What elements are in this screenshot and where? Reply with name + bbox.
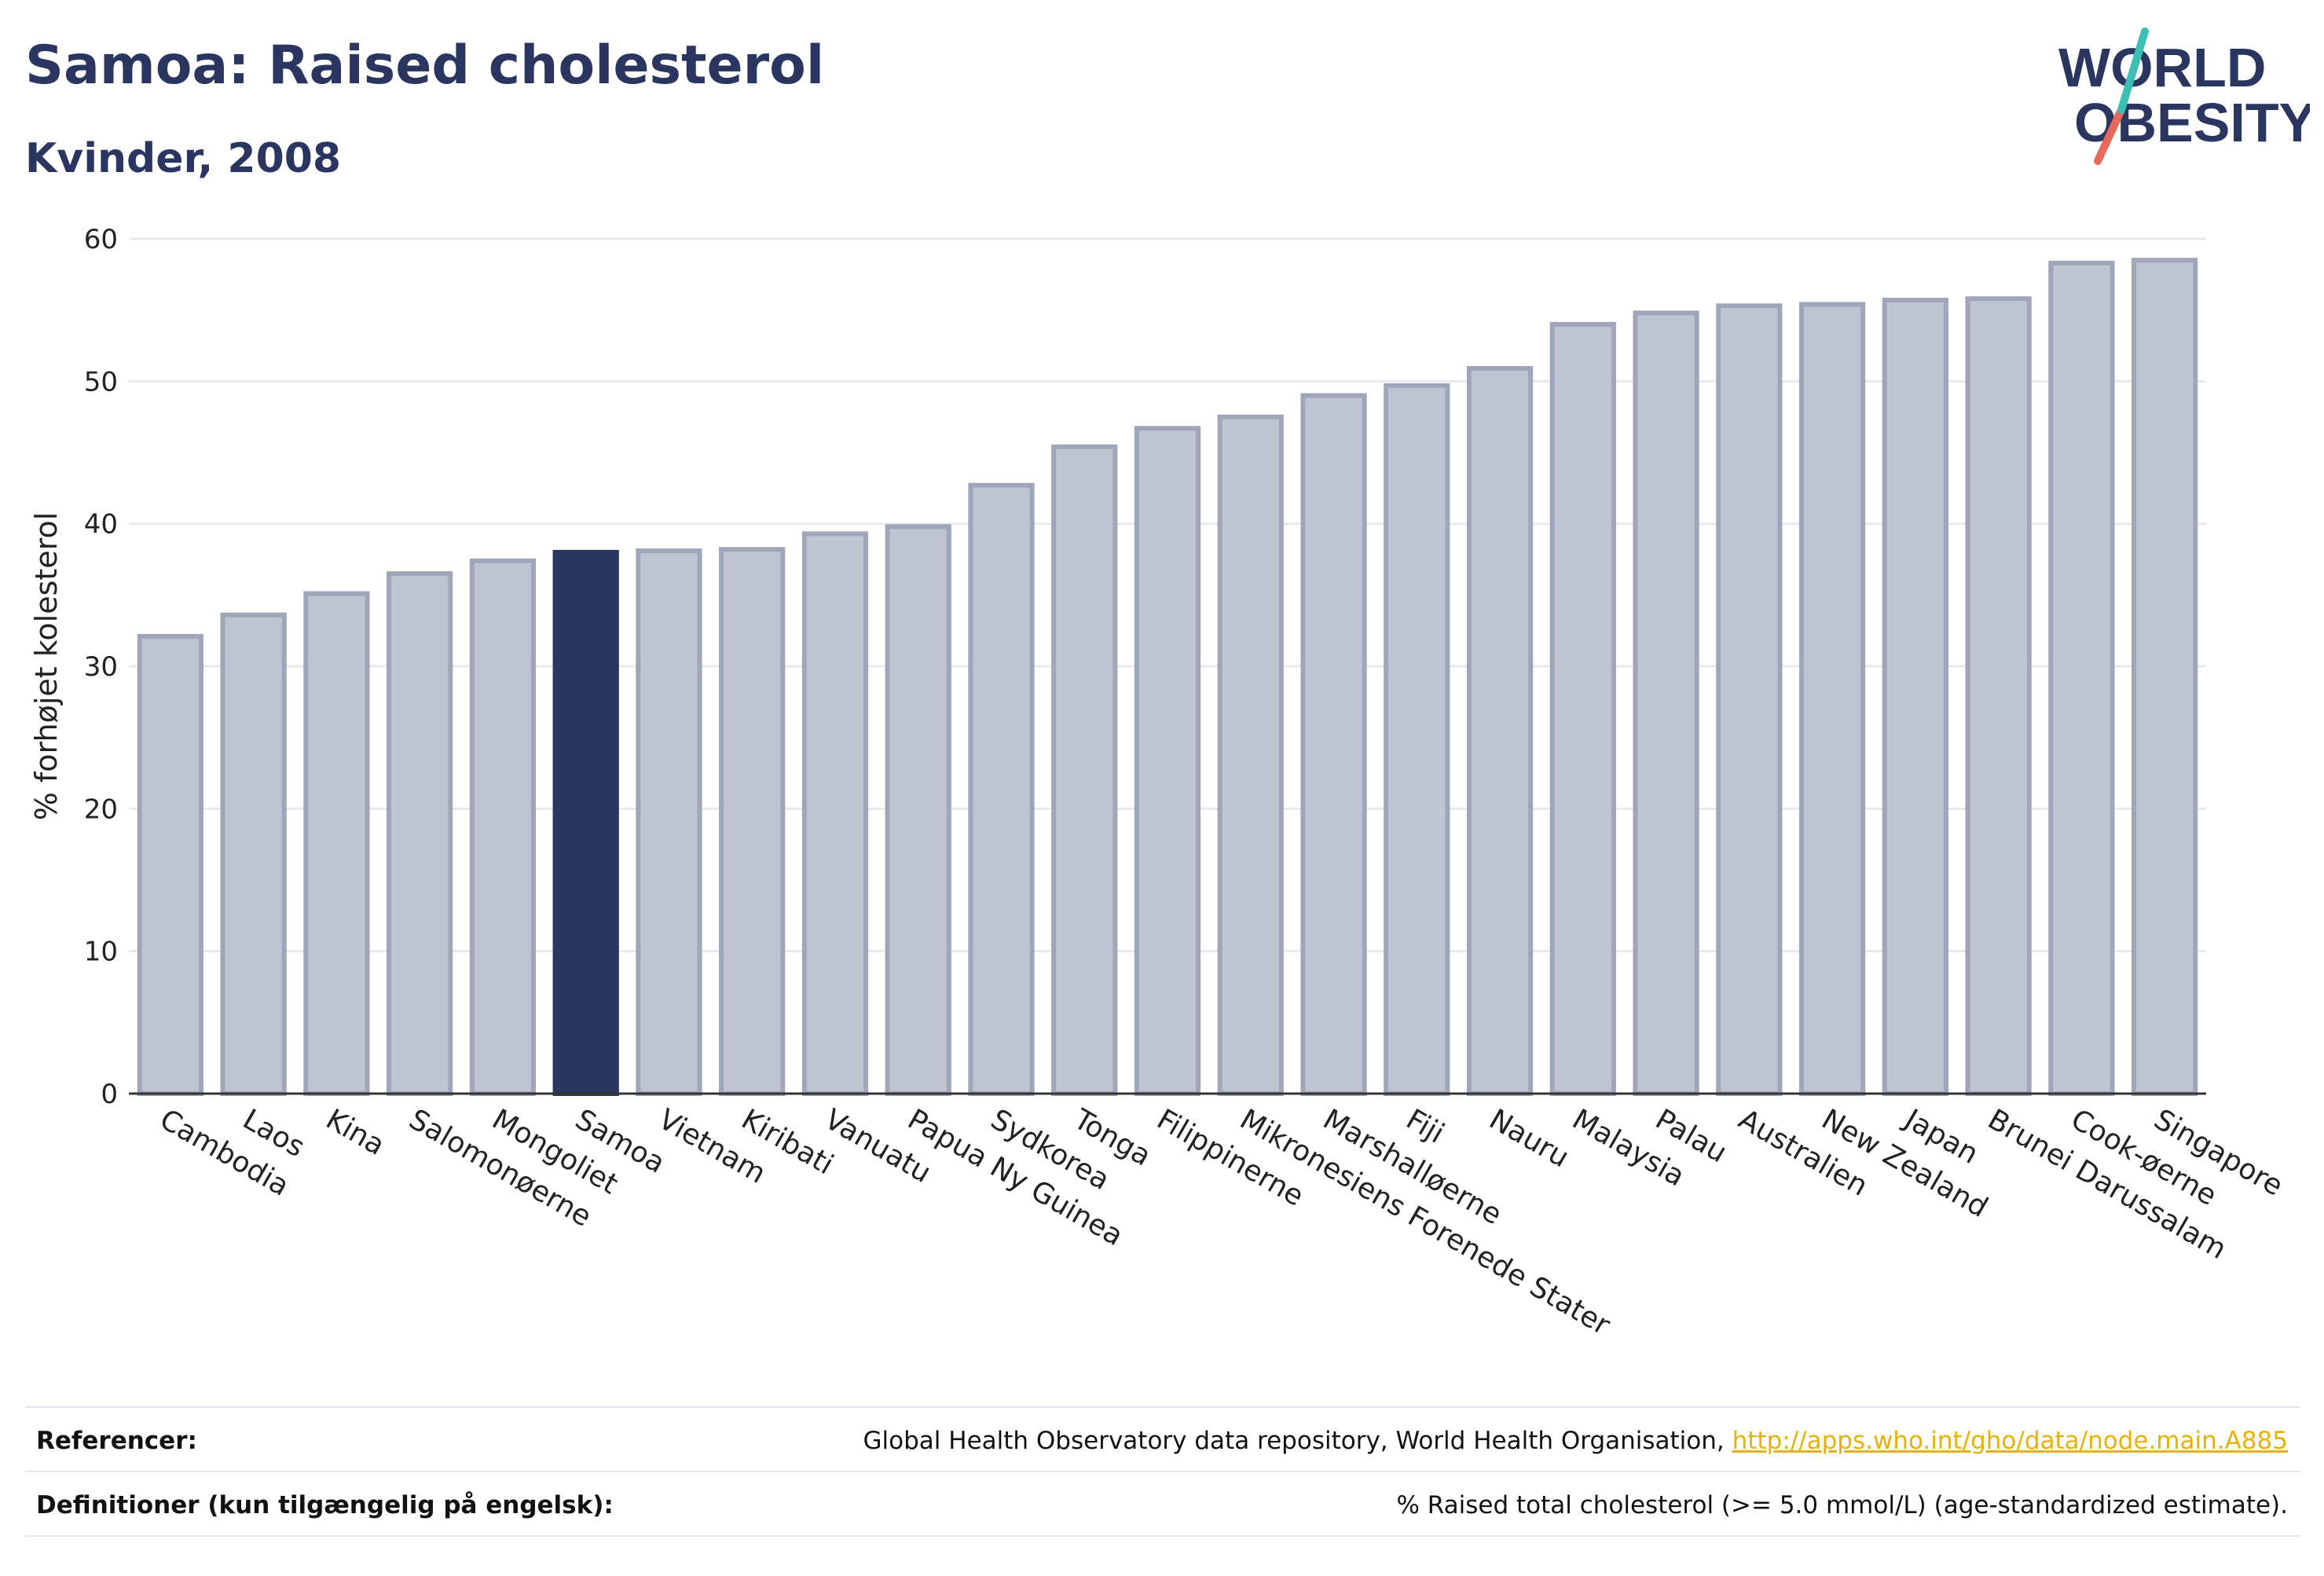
- references-label: Referencer:: [36, 1427, 197, 1455]
- bar: [1217, 414, 1284, 1096]
- y-tick-label: 20: [84, 793, 118, 825]
- bar: [303, 591, 370, 1096]
- bar: [552, 549, 619, 1096]
- bar: [1134, 426, 1201, 1096]
- chart-title: Samoa: Raised cholesterol: [25, 35, 825, 97]
- bar: [220, 612, 287, 1096]
- x-tick-label: Kina: [321, 1103, 390, 1162]
- y-tick-label: 60: [84, 224, 118, 255]
- footer-divider: [25, 1535, 2300, 1537]
- bar: [1965, 296, 2032, 1097]
- y-tick-label: 0: [101, 1079, 118, 1110]
- references-value: Global Health Observatory data repositor…: [863, 1427, 2288, 1455]
- definitions-label: Definitioner (kun tilgængelig på engelsk…: [36, 1491, 614, 1519]
- bar: [1549, 321, 1616, 1096]
- y-tick-label: 10: [84, 936, 118, 968]
- bar: [1384, 383, 1450, 1097]
- bar: [137, 633, 204, 1096]
- bar: [1466, 366, 1534, 1097]
- bar: [1716, 303, 1783, 1096]
- bar: [469, 558, 537, 1096]
- chart-subtitle: Kvinder, 2008: [25, 135, 342, 182]
- footer-divider: [25, 1406, 2300, 1408]
- bar: [387, 571, 453, 1096]
- world-obesity-logo: WORLD OBESITY: [2058, 27, 2310, 165]
- bar: [2131, 258, 2198, 1097]
- x-tick-label: Fiji: [1401, 1103, 1450, 1150]
- bar: [1300, 393, 1367, 1096]
- svg-text:WORLD: WORLD: [2058, 37, 2266, 98]
- bar: [1798, 302, 1866, 1096]
- bar: [885, 524, 951, 1096]
- x-tick-label: Nauru: [1484, 1103, 1574, 1174]
- footer-divider: [25, 1471, 2300, 1472]
- bar: [719, 547, 786, 1096]
- bar: [801, 531, 869, 1096]
- references-link[interactable]: http://apps.who.int/gho/data/node.main.A…: [1732, 1427, 2288, 1455]
- y-tick-label: 30: [84, 651, 118, 683]
- definitions-value: % Raised total cholesterol (>= 5.0 mmol/…: [1396, 1491, 2288, 1519]
- bar: [968, 482, 1035, 1096]
- bar: [1633, 310, 1699, 1096]
- y-axis-label: % forhøjet kolesterol: [29, 512, 64, 821]
- references-text: Global Health Observatory data repositor…: [863, 1427, 1732, 1455]
- bar: [1051, 444, 1118, 1096]
- y-tick-label: 50: [84, 366, 118, 398]
- bar: [636, 548, 702, 1096]
- y-tick-label: 40: [84, 509, 118, 541]
- bar: [2048, 260, 2115, 1096]
- bar: [1882, 297, 1948, 1096]
